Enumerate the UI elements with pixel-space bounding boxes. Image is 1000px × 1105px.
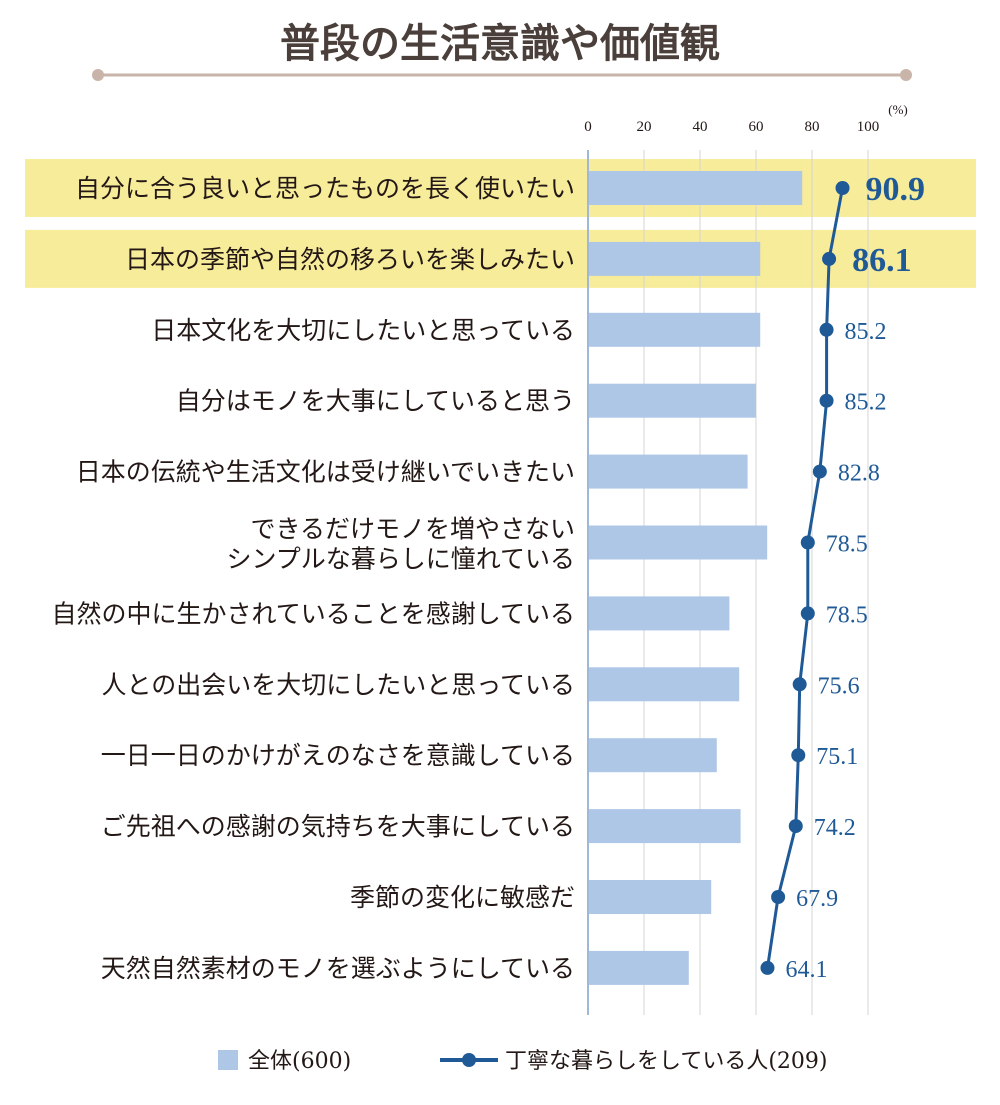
category-label: 日本の季節や自然の移ろいを楽しみたい <box>125 245 575 274</box>
bar <box>588 171 803 205</box>
chart-title: 普段の生活意識や価値観 <box>280 20 720 67</box>
value-label: 78.5 <box>826 602 868 628</box>
tick-label: 40 <box>693 119 708 135</box>
value-label: 67.9 <box>796 886 838 912</box>
series-line <box>766 187 844 969</box>
tick-label: 60 <box>749 119 764 135</box>
value-label: 86.1 <box>852 242 912 279</box>
line-point <box>800 535 815 550</box>
title-rule-left-dot <box>92 69 104 81</box>
highlight-band <box>25 229 976 288</box>
bar <box>588 950 689 985</box>
value-label: 78.5 <box>826 532 868 558</box>
bar <box>588 454 748 489</box>
legend-line-marker <box>462 1053 476 1067</box>
tick-label: 0 <box>584 119 592 135</box>
value-label: 74.2 <box>814 815 856 841</box>
value-label: 75.1 <box>816 744 858 770</box>
line-point <box>812 464 827 479</box>
legend-bar-label: 全体(600) <box>248 1049 351 1074</box>
category-label: ご先祖への感謝の気持ちを大事にしている <box>101 812 575 841</box>
line-point <box>800 606 815 621</box>
tick-label: 100 <box>857 119 880 135</box>
value-label: 90.9 <box>866 171 926 208</box>
value-label: 85.2 <box>845 390 887 416</box>
unit-label: (%) <box>888 102 908 117</box>
bar <box>588 241 761 276</box>
title-rule-right-dot <box>900 69 912 81</box>
category-label: 季節の変化に敏感だ <box>350 883 575 912</box>
line-point <box>760 960 775 975</box>
category-label: 自分はモノを大事にしていると思う <box>176 387 575 416</box>
bar <box>588 880 712 914</box>
line-point <box>819 322 834 337</box>
category-label: 日本の伝統や生活文化は受け継いでいきたい <box>76 458 575 487</box>
line-point <box>791 748 806 763</box>
legend-bar-swatch <box>218 1050 238 1070</box>
value-label: 75.6 <box>818 673 860 699</box>
category-label: 一日一日のかけがえのなさを意識している <box>101 741 575 770</box>
bar <box>588 383 756 418</box>
legend-line-label: 丁寧な暮らしをしている人(209) <box>505 1049 828 1074</box>
category-label: 天然自然素材のモノを選ぶようにしている <box>101 954 575 983</box>
category-label: できるだけモノを増やさない <box>250 515 575 544</box>
tick-label: 20 <box>637 119 652 135</box>
line-point <box>771 890 786 904</box>
category-label: 自分に合う良いと思ったものを長く使いたい <box>75 174 575 203</box>
line-point <box>788 819 803 834</box>
bar <box>588 312 761 347</box>
bar <box>588 809 741 844</box>
line-point <box>822 251 837 266</box>
line-point <box>835 181 850 195</box>
legend: 全体(600) 丁寧な暮らしをしている人(209) <box>218 1049 828 1074</box>
category-label: シンプルな暮らしに憧れている <box>226 545 575 574</box>
bar <box>588 596 730 631</box>
line-point <box>819 393 834 408</box>
category-label: 日本文化を大切にしたいと思っている <box>151 316 575 345</box>
value-label: 85.2 <box>845 319 887 345</box>
category-label: 人との出会いを大切にしたいと思っている <box>101 670 575 699</box>
bar <box>588 667 740 702</box>
bar <box>588 738 717 773</box>
category-label: 自然の中に生かされていることを感謝している <box>51 599 575 628</box>
value-label: 64.1 <box>785 957 827 983</box>
value-label: 82.8 <box>838 461 880 487</box>
bar <box>588 525 768 560</box>
highlight-band <box>25 159 976 217</box>
line-point <box>792 677 807 692</box>
tick-label: 80 <box>805 119 820 135</box>
